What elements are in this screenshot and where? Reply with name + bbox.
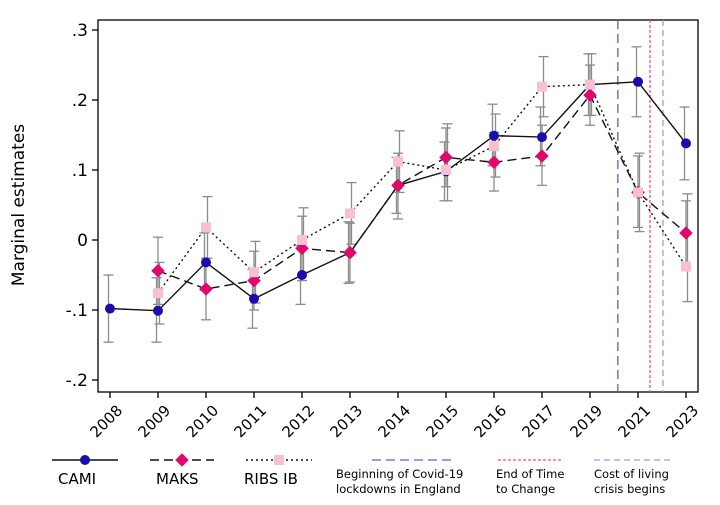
x-tick-label: 2017 [519, 402, 559, 442]
series-markers [105, 76, 693, 316]
x-tick-label: 2010 [183, 402, 223, 442]
legend-label: to Change [496, 482, 555, 496]
marker-maks [151, 264, 165, 278]
x-tick-label: 2016 [471, 402, 511, 442]
legend-label: lockdowns in England [336, 482, 461, 496]
x-tick-label: 2019 [567, 402, 607, 442]
x-tick-label: 2021 [615, 402, 655, 442]
y-tick-label: -.1 [66, 301, 88, 321]
legend-label: RIBS IB [244, 470, 298, 488]
x-tick-label: 2009 [135, 402, 175, 442]
x-tick-label: 2023 [663, 402, 703, 442]
legend-label: crisis begins [594, 482, 665, 496]
marker-ribs-ib [153, 288, 163, 299]
marker-maks [247, 273, 261, 288]
marker-cami [297, 270, 307, 280]
marker-cami [201, 257, 211, 268]
marker-cami [489, 130, 499, 141]
marker-maks [487, 155, 501, 170]
legend-marker [175, 453, 189, 467]
marker-maks [343, 245, 357, 260]
marker-cami [537, 132, 547, 143]
marker-cami [153, 305, 163, 316]
y-tick-label: -.2 [66, 371, 88, 391]
marker-maks [199, 282, 213, 296]
series-line-ribs-ib [157, 83, 687, 294]
marker-ribs-ib [345, 208, 355, 219]
marker-cami [105, 303, 115, 314]
marker-maks [583, 88, 597, 102]
marker-ribs-ib [393, 156, 403, 167]
x-tick-label: 2014 [375, 402, 415, 442]
marker-ribs-ib [489, 141, 499, 152]
marker-ribs-ib [297, 235, 307, 245]
legend-label: Cost of living [594, 467, 669, 481]
series-line-maks [157, 93, 687, 290]
legend-label: MAKS [156, 470, 199, 488]
marker-ribs-ib [249, 267, 259, 278]
marker-maks [679, 226, 693, 240]
marker-cami [681, 138, 691, 149]
legend-label: CAMI [58, 470, 96, 488]
y-tick-label: .1 [72, 161, 88, 181]
legend-marker [274, 455, 284, 465]
legend-label: Beginning of Covid-19 [336, 467, 463, 481]
legend-marker [80, 455, 90, 465]
marker-maks [391, 178, 405, 193]
x-tick-label: 2013 [327, 402, 367, 442]
marker-maks [295, 241, 309, 256]
marker-maks [535, 149, 549, 163]
y-tick-label: .3 [72, 21, 88, 41]
reference-lines [617, 20, 664, 392]
marker-maks [439, 150, 453, 165]
legend: CAMI MAKS RIBS IB Beginning of Covid-19lock… [52, 453, 670, 496]
marker-ribs-ib [201, 222, 211, 233]
x-tick-label: 2012 [279, 402, 319, 442]
legend-label: End of Time [496, 467, 564, 481]
x-tick-label: 2015 [423, 402, 463, 442]
y-axis-label: Marginal estimates [9, 124, 29, 286]
x-tick-label: 2008 [87, 402, 127, 442]
marker-ribs-ib [585, 79, 595, 90]
marker-cami [633, 76, 643, 87]
y-tick-label: .2 [72, 91, 88, 111]
marker-ribs-ib [681, 261, 691, 272]
marker-cami [249, 293, 259, 304]
marker-ribs-ib [633, 187, 643, 198]
y-tick-label: 0 [77, 231, 88, 251]
x-tick-label: 2011 [231, 402, 271, 442]
marker-ribs-ib [537, 81, 547, 92]
marker-ribs-ib [441, 165, 451, 175]
error-bars [103, 46, 693, 343]
